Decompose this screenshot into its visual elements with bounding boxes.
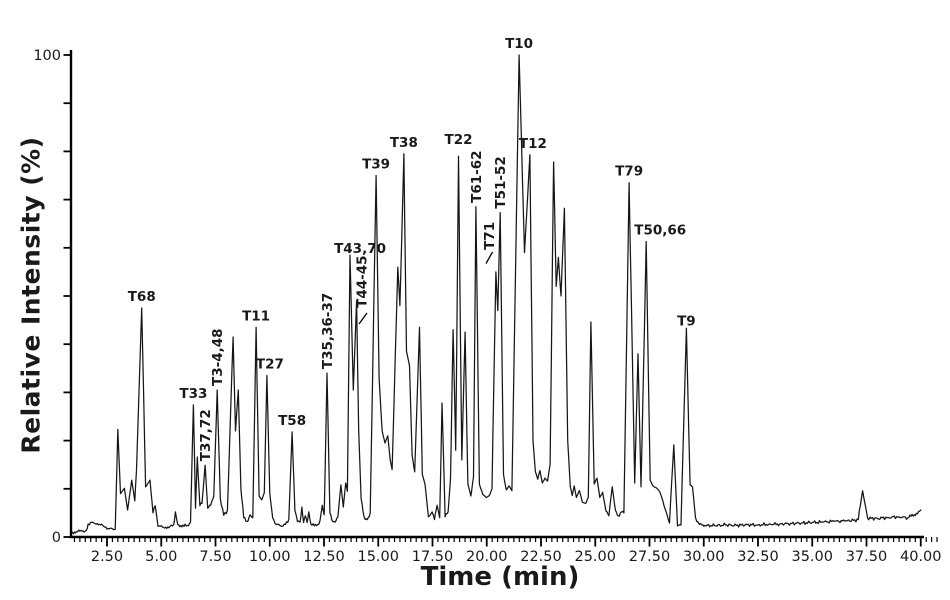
- peak-label-T68: T68: [128, 289, 156, 305]
- x-tick-label: 10.00: [249, 549, 291, 565]
- x-tick-label: 30.00: [683, 549, 725, 565]
- x-tick-label: 22.50: [520, 549, 562, 565]
- x-tick-label: 37.50: [846, 549, 888, 565]
- peak-label-T37-72: T37,72: [198, 409, 214, 461]
- peak-label-T35-36-37: T35,36-37: [320, 293, 336, 369]
- pointer-line: [358, 312, 368, 325]
- x-tick-label: 32.50: [737, 549, 779, 565]
- x-tick-label: 25.00: [574, 549, 616, 565]
- x-tick-label: 17.50: [412, 549, 454, 565]
- peak-label-T12: T12: [519, 136, 547, 152]
- peak-label-T22: T22: [445, 132, 473, 148]
- peak-label-T3-4-48: T3-4,48: [210, 328, 226, 386]
- peak-label-T44-45: T44-45: [355, 255, 371, 307]
- trace-path: [71, 54, 922, 535]
- x-tick-label: 7.50: [199, 549, 231, 565]
- peak-label-T33: T33: [179, 386, 207, 402]
- peak-label-T10: T10: [505, 36, 533, 52]
- x-tick-label: 35.00: [791, 549, 833, 565]
- y-tick-label: 100: [33, 48, 61, 64]
- x-tick-label: 15.00: [357, 549, 399, 565]
- pointer-line: [485, 251, 494, 264]
- peak-label-T43-70: T43,70: [334, 241, 386, 257]
- peak-label-T27: T27: [256, 357, 284, 373]
- peak-label-T50-66: T50,66: [634, 223, 686, 239]
- x-tick-label: 27.50: [629, 549, 671, 565]
- peak-label-T38: T38: [390, 135, 418, 151]
- x-tick-label: 5.00: [145, 549, 177, 565]
- peak-label-T9: T9: [677, 313, 696, 329]
- peak-label-T71: T71: [482, 222, 498, 250]
- peak-label-T61-62: T61-62: [469, 150, 485, 202]
- x-tick-label: 40.00: [900, 549, 942, 565]
- peak-label-T51-52: T51-52: [493, 156, 509, 208]
- peak-label-T79: T79: [615, 164, 643, 180]
- y-axis-title: Relative Intensity (%): [16, 136, 46, 454]
- x-tick-label: 20.00: [466, 549, 508, 565]
- peak-label-T39: T39: [362, 157, 390, 173]
- y-tick-label: 0: [52, 530, 61, 546]
- x-axis-title: Time (min): [420, 562, 580, 592]
- peak-label-T58: T58: [278, 413, 306, 429]
- x-tick-label: 2.50: [91, 549, 123, 565]
- peak-label-T11: T11: [242, 308, 270, 324]
- x-tick-label: 12.50: [303, 549, 345, 565]
